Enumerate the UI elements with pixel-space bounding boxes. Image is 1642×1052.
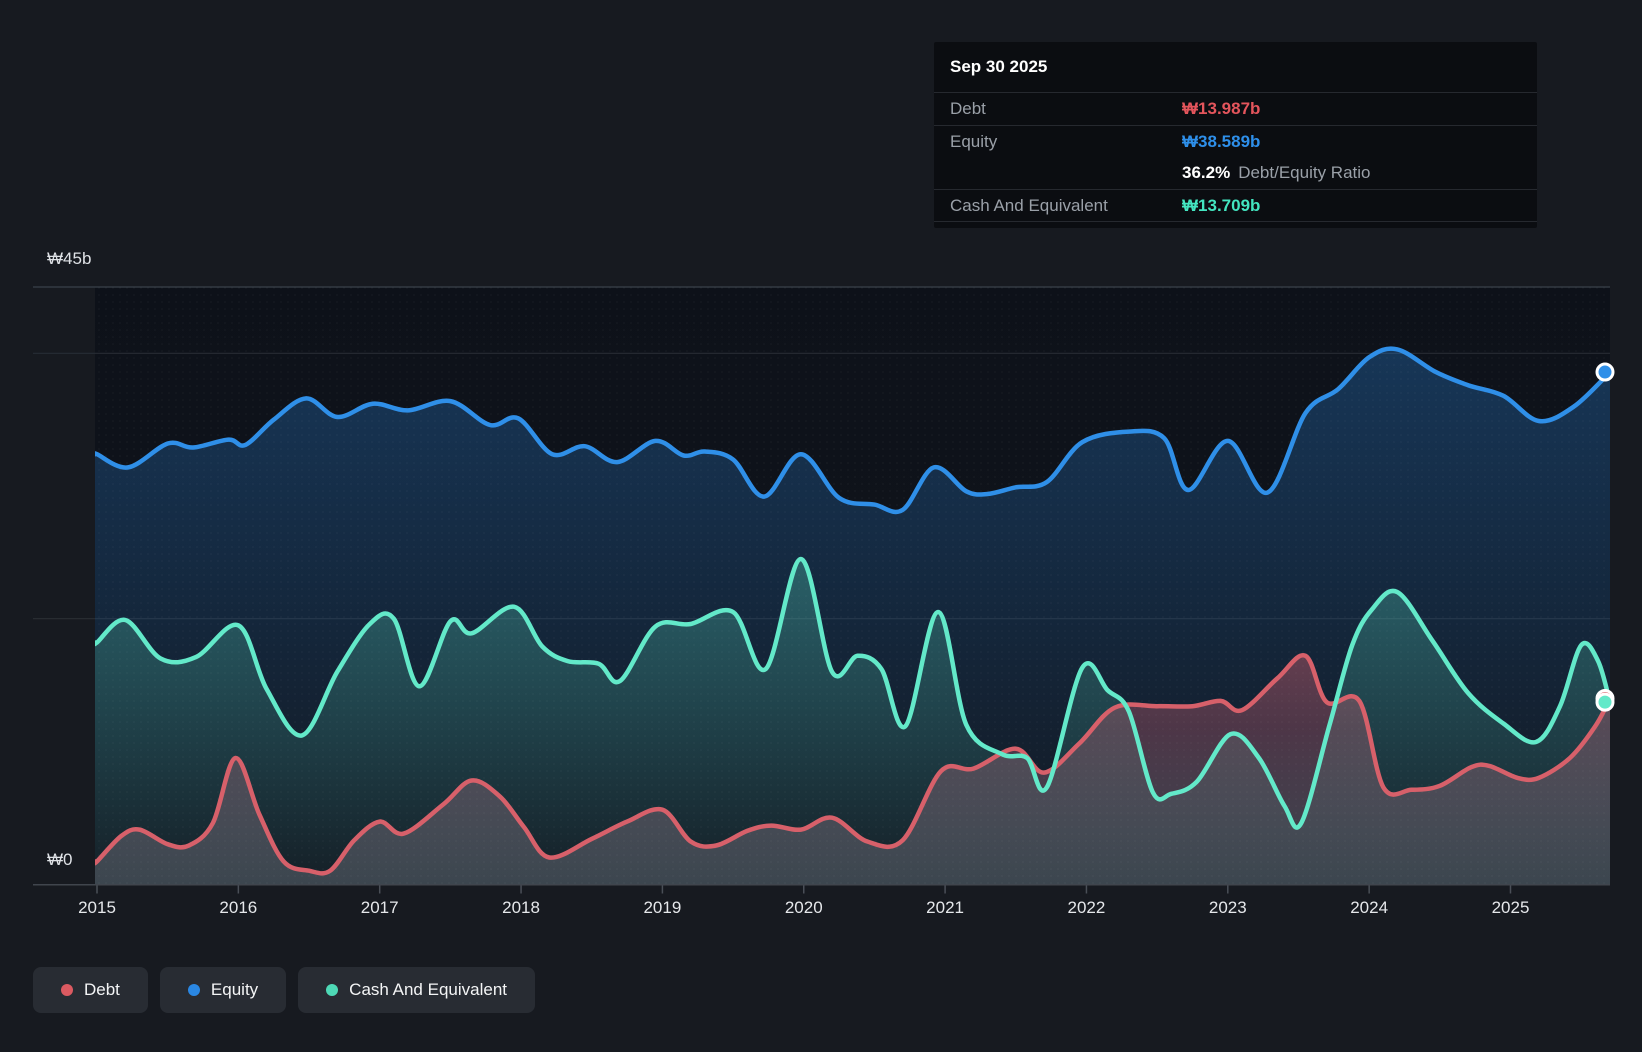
equity-line (95, 346, 1610, 515)
equity-legend-dot-icon (187, 984, 200, 996)
x-axis-label: 2021 (926, 898, 964, 917)
x-axis-label: 2020 (784, 898, 823, 917)
cash-legend-dot-icon (326, 984, 339, 996)
cash-endpoint-marker[interactable] (1595, 692, 1615, 712)
tooltip-debt-label: Debt (950, 99, 986, 118)
legend-item-equity[interactable]: Equity (159, 967, 287, 1013)
equity-endpoint-marker[interactable] (1595, 362, 1615, 382)
x-axis-label: 2018 (502, 898, 540, 917)
tooltip-ratio-row: 36.2% Debt/Equity Ratio (934, 157, 1537, 190)
debt-line (95, 653, 1610, 876)
x-axis-label: 2025 (1491, 898, 1530, 917)
legend-item-debt[interactable]: Debt (33, 967, 148, 1013)
tooltip-ratio-value: 36.2% (1182, 163, 1231, 182)
tooltip-debt-value: ₩13.987b (1182, 99, 1261, 118)
x-axis-label: 2022 (1067, 898, 1106, 917)
x-axis-labels: 2015 2016 2017 2018 2019 2020 2021 2022 2023 2024… (0, 898, 1642, 922)
legend-item-cash[interactable]: Cash And Equivalent (298, 967, 536, 1013)
x-axis-label: 2015 (78, 898, 116, 917)
tooltip-equity-value: ₩38.589b (1182, 131, 1261, 151)
x-axis-label: 2016 (219, 898, 258, 917)
tooltip-date: Sep 30 2025 (934, 42, 1537, 93)
legend-label-debt: Debt (84, 980, 120, 999)
tooltip-cash-label: Cash And Equivalent (950, 195, 1108, 215)
x-axis-label: 2024 (1350, 898, 1389, 917)
x-axis-label: 2017 (360, 898, 399, 917)
debt-legend-dot-icon (61, 984, 73, 996)
tooltip-equity-label: Equity (950, 131, 998, 151)
x-axis-label: 2023 (1208, 898, 1247, 917)
tooltip-debt-row: Debt ₩13.987b (934, 93, 1537, 126)
legend-label-cash: Cash And Equivalent (349, 980, 508, 999)
tooltip-equity-row: Equity ₩38.589b (934, 126, 1537, 158)
y-axis-max-label: ₩45b (47, 249, 92, 268)
y-axis-zero-label: ₩0 (47, 850, 73, 869)
tooltip-cash-value: ₩13.709b (1182, 195, 1261, 215)
tooltip-cash-row: Cash And Equivalent ₩13.709b (934, 190, 1537, 222)
x-axis-label: 2019 (643, 898, 682, 917)
cash-line (95, 556, 1610, 830)
legend-label-equity: Equity (210, 980, 259, 999)
chart-legend: Debt Equity Cash And Equivalent (33, 967, 536, 1013)
chart-tooltip: Sep 30 2025 Debt ₩13.987b Equity ₩38.589… (934, 42, 1537, 228)
tooltip-ratio-label: Debt/Equity Ratio (1238, 163, 1371, 182)
